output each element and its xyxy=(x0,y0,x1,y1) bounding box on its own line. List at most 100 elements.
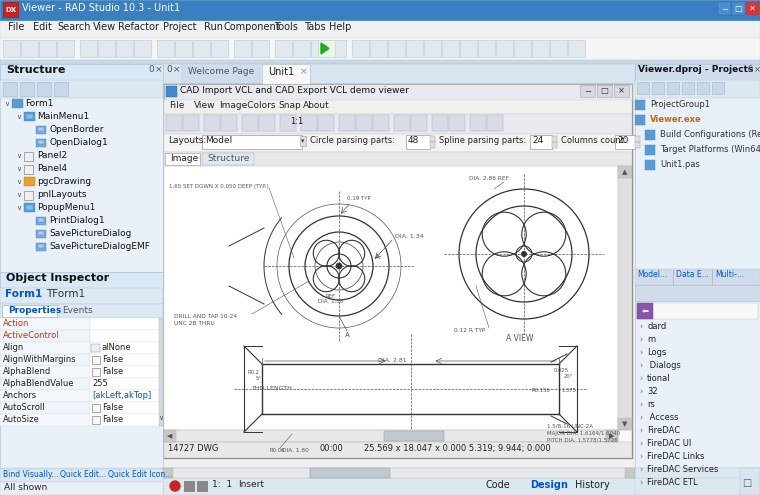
Text: All shown: All shown xyxy=(4,483,47,492)
Text: Unit1.pas: Unit1.pas xyxy=(660,160,700,169)
Text: Design: Design xyxy=(530,480,568,490)
FancyBboxPatch shape xyxy=(202,153,254,165)
FancyBboxPatch shape xyxy=(3,2,18,17)
FancyBboxPatch shape xyxy=(3,82,17,96)
Text: FireDAC ETL: FireDAC ETL xyxy=(647,478,698,487)
Text: [akLeft,akTop]: [akLeft,akTop] xyxy=(92,391,151,400)
Text: Access: Access xyxy=(647,413,679,422)
Text: ∨: ∨ xyxy=(16,114,21,120)
Text: TForm1: TForm1 xyxy=(46,289,85,299)
FancyBboxPatch shape xyxy=(24,191,33,200)
Text: 0: 0 xyxy=(166,65,172,74)
Text: FireDAC Links: FireDAC Links xyxy=(647,452,705,461)
Text: ▶: ▶ xyxy=(610,433,615,439)
FancyBboxPatch shape xyxy=(36,243,46,251)
FancyBboxPatch shape xyxy=(242,115,258,131)
FancyBboxPatch shape xyxy=(552,142,557,148)
Text: AlignWithMargins: AlignWithMargins xyxy=(3,355,77,364)
FancyBboxPatch shape xyxy=(90,354,163,366)
Text: 0: 0 xyxy=(748,65,753,74)
Text: ›: › xyxy=(639,427,642,436)
FancyBboxPatch shape xyxy=(90,390,163,402)
FancyBboxPatch shape xyxy=(339,115,355,131)
Circle shape xyxy=(170,481,180,491)
FancyBboxPatch shape xyxy=(635,136,640,142)
Text: FireDAC Services: FireDAC Services xyxy=(647,465,718,474)
FancyBboxPatch shape xyxy=(460,40,477,57)
Text: pgcDrawing: pgcDrawing xyxy=(37,177,91,186)
Text: Quick Edit...: Quick Edit... xyxy=(60,470,106,479)
FancyBboxPatch shape xyxy=(90,330,163,342)
Text: 255: 255 xyxy=(92,379,108,388)
FancyBboxPatch shape xyxy=(635,80,760,98)
FancyBboxPatch shape xyxy=(430,136,435,142)
FancyBboxPatch shape xyxy=(406,40,423,57)
Text: DIA. 1.80: DIA. 1.80 xyxy=(282,448,309,453)
Text: ×: × xyxy=(618,87,625,96)
FancyBboxPatch shape xyxy=(221,115,237,131)
FancyBboxPatch shape xyxy=(514,40,531,57)
FancyBboxPatch shape xyxy=(635,285,760,301)
FancyBboxPatch shape xyxy=(0,330,90,342)
FancyBboxPatch shape xyxy=(36,139,46,147)
FancyBboxPatch shape xyxy=(614,85,629,97)
Text: Circle parsing parts:: Circle parsing parts: xyxy=(310,136,395,145)
FancyBboxPatch shape xyxy=(718,2,731,15)
FancyBboxPatch shape xyxy=(202,135,302,149)
FancyBboxPatch shape xyxy=(175,40,192,57)
FancyBboxPatch shape xyxy=(0,272,163,469)
Text: About: About xyxy=(303,101,330,110)
FancyBboxPatch shape xyxy=(682,82,694,94)
FancyBboxPatch shape xyxy=(318,115,334,131)
Text: Layouts:: Layouts: xyxy=(168,136,206,145)
FancyBboxPatch shape xyxy=(164,84,632,458)
Text: Multi-...: Multi-... xyxy=(715,270,744,279)
FancyBboxPatch shape xyxy=(24,165,33,174)
FancyBboxPatch shape xyxy=(163,64,635,84)
FancyBboxPatch shape xyxy=(90,366,163,378)
FancyBboxPatch shape xyxy=(310,468,390,478)
FancyBboxPatch shape xyxy=(470,115,486,131)
Text: Bind Visually...: Bind Visually... xyxy=(3,470,59,479)
FancyBboxPatch shape xyxy=(204,115,220,131)
FancyBboxPatch shape xyxy=(388,40,405,57)
FancyBboxPatch shape xyxy=(635,64,760,80)
FancyBboxPatch shape xyxy=(26,114,33,119)
Text: ∨: ∨ xyxy=(16,166,21,172)
FancyBboxPatch shape xyxy=(615,135,635,149)
Text: 32: 32 xyxy=(647,387,657,396)
FancyBboxPatch shape xyxy=(580,85,595,97)
FancyBboxPatch shape xyxy=(635,468,760,478)
Text: Model: Model xyxy=(205,136,233,145)
FancyBboxPatch shape xyxy=(496,40,513,57)
Text: Run: Run xyxy=(204,22,223,32)
FancyBboxPatch shape xyxy=(597,85,612,97)
Text: DIA. 1.34: DIA. 1.34 xyxy=(395,234,424,239)
Text: History: History xyxy=(575,480,610,490)
FancyBboxPatch shape xyxy=(652,82,664,94)
FancyBboxPatch shape xyxy=(712,82,724,94)
FancyBboxPatch shape xyxy=(166,86,177,97)
Text: Quick Edit Icon...: Quick Edit Icon... xyxy=(108,470,173,479)
Text: tional: tional xyxy=(647,374,670,383)
FancyBboxPatch shape xyxy=(57,40,74,57)
FancyBboxPatch shape xyxy=(92,416,100,424)
Text: Tabs: Tabs xyxy=(304,22,325,32)
FancyBboxPatch shape xyxy=(92,404,100,412)
FancyBboxPatch shape xyxy=(635,269,760,285)
Text: ∨: ∨ xyxy=(16,179,21,185)
Text: Code: Code xyxy=(485,480,510,490)
FancyBboxPatch shape xyxy=(635,115,645,125)
FancyBboxPatch shape xyxy=(411,115,427,131)
FancyBboxPatch shape xyxy=(637,303,653,319)
FancyBboxPatch shape xyxy=(370,40,387,57)
FancyBboxPatch shape xyxy=(373,115,389,131)
Text: ›: › xyxy=(639,388,642,396)
Text: ×: × xyxy=(300,67,308,76)
FancyBboxPatch shape xyxy=(442,40,459,57)
Text: Insert: Insert xyxy=(238,480,264,489)
FancyBboxPatch shape xyxy=(635,285,760,495)
FancyBboxPatch shape xyxy=(164,114,632,134)
FancyBboxPatch shape xyxy=(166,115,182,131)
FancyBboxPatch shape xyxy=(618,166,632,430)
